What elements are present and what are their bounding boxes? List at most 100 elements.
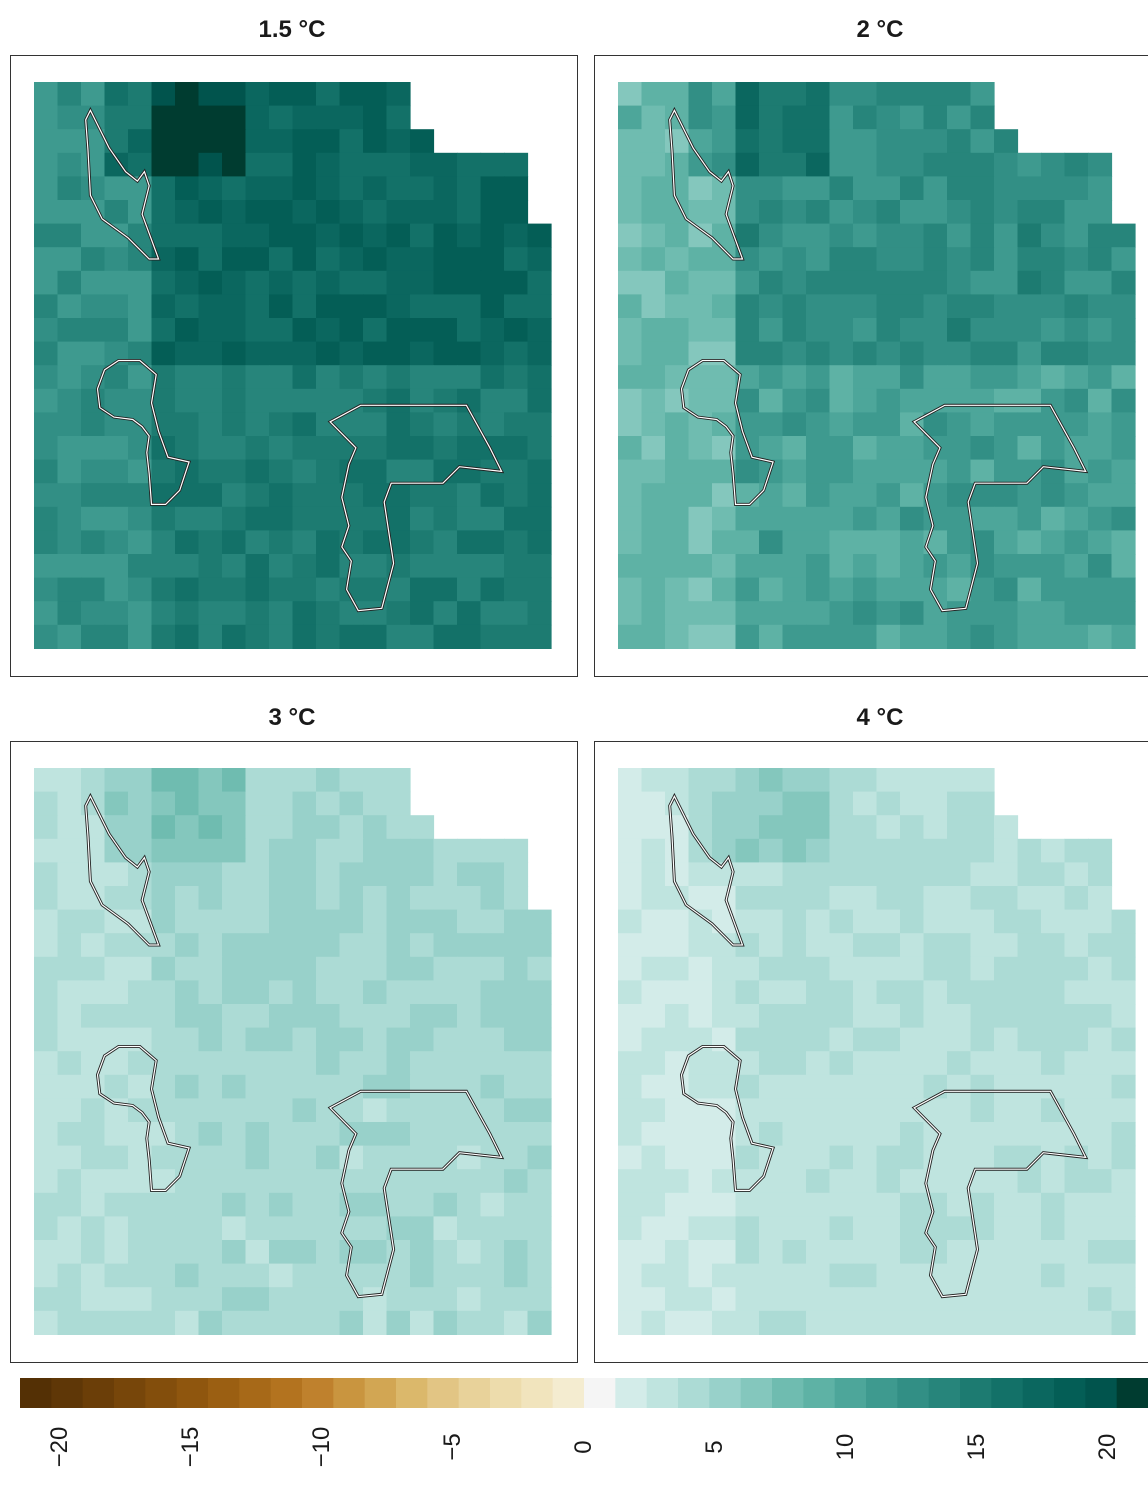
heatmap-cell bbox=[994, 294, 1019, 319]
heatmap-cell bbox=[151, 909, 176, 934]
heatmap-cell bbox=[806, 1074, 831, 1099]
heatmap-cell bbox=[480, 1098, 505, 1123]
heatmap-cell bbox=[128, 152, 153, 177]
heatmap-cell bbox=[688, 1122, 713, 1147]
heatmap-cell bbox=[947, 388, 972, 413]
heatmap-cell bbox=[480, 294, 505, 319]
heatmap-cell bbox=[151, 176, 176, 201]
heatmap-cell bbox=[618, 176, 643, 201]
heatmap-cell bbox=[829, 82, 854, 107]
heatmap-cell bbox=[1111, 365, 1136, 390]
heatmap-cell bbox=[386, 436, 411, 461]
heatmap-cell bbox=[1088, 601, 1113, 626]
heatmap-cell bbox=[269, 624, 294, 649]
heatmap-cell bbox=[104, 554, 129, 579]
heatmap-cell bbox=[923, 1004, 948, 1029]
heatmap-cell bbox=[104, 105, 129, 130]
heatmap-cell bbox=[806, 1310, 831, 1335]
heatmap-cell bbox=[829, 624, 854, 649]
heatmap-cell bbox=[292, 1051, 317, 1076]
colorbar-swatch bbox=[427, 1378, 460, 1408]
heatmap-cell bbox=[994, 129, 1019, 154]
heatmap-cell bbox=[1041, 601, 1066, 626]
heatmap-cell bbox=[923, 105, 948, 130]
heatmap-cell bbox=[782, 1004, 807, 1029]
heatmap-cell bbox=[198, 1122, 223, 1147]
heatmap-cell bbox=[34, 1310, 59, 1335]
heatmap-cell bbox=[504, 436, 529, 461]
heatmap-cell bbox=[1041, 1145, 1066, 1170]
heatmap-cell bbox=[759, 341, 784, 366]
heatmap-cell bbox=[665, 577, 690, 602]
heatmap-cell bbox=[994, 247, 1019, 272]
heatmap-cell bbox=[1064, 1169, 1089, 1194]
heatmap-cell bbox=[175, 815, 200, 840]
heatmap-cell bbox=[618, 1287, 643, 1312]
heatmap-cell bbox=[665, 318, 690, 343]
heatmap-cell bbox=[198, 577, 223, 602]
heatmap-cell bbox=[339, 862, 364, 887]
heatmap-cell bbox=[245, 980, 270, 1005]
heatmap-cell bbox=[665, 1240, 690, 1265]
heatmap-cell bbox=[81, 412, 106, 437]
heatmap-cell bbox=[994, 1169, 1019, 1194]
heatmap-cell bbox=[104, 1051, 129, 1076]
heatmap-cell bbox=[527, 1004, 552, 1029]
heatmap-cell bbox=[57, 791, 82, 816]
heatmap-cell bbox=[829, 1310, 854, 1335]
heatmap-cell bbox=[1088, 318, 1113, 343]
heatmap-cell bbox=[480, 341, 505, 366]
heatmap-cell bbox=[688, 1287, 713, 1312]
heatmap-cell bbox=[104, 388, 129, 413]
heatmap-cell bbox=[618, 1310, 643, 1335]
heatmap-cell bbox=[104, 294, 129, 319]
heatmap-cell bbox=[222, 980, 247, 1005]
heatmap-cell bbox=[1111, 223, 1136, 248]
heatmap-cell bbox=[363, 909, 388, 934]
heatmap-cell bbox=[292, 815, 317, 840]
heatmap-cell bbox=[269, 483, 294, 508]
heatmap-cell bbox=[688, 436, 713, 461]
heatmap-cell bbox=[245, 506, 270, 531]
heatmap-cell bbox=[457, 862, 482, 887]
heatmap-cell bbox=[1088, 365, 1113, 390]
colorbar-swatch bbox=[270, 1378, 303, 1408]
heatmap-cell bbox=[339, 294, 364, 319]
heatmap-cell bbox=[641, 815, 666, 840]
heatmap-cell bbox=[876, 1263, 901, 1288]
heatmap-cell bbox=[316, 1098, 341, 1123]
heatmap-cell bbox=[339, 791, 364, 816]
heatmap-cell bbox=[688, 768, 713, 793]
heatmap-cell bbox=[900, 1027, 925, 1052]
heatmap-cell bbox=[735, 1027, 760, 1052]
heatmap-cell bbox=[1041, 1216, 1066, 1241]
heatmap-cell bbox=[641, 459, 666, 484]
heatmap-cell bbox=[1111, 1240, 1136, 1265]
heatmap-cell bbox=[1017, 1287, 1042, 1312]
heatmap-cell bbox=[876, 459, 901, 484]
heatmap-cell bbox=[900, 1145, 925, 1170]
heatmap-cell bbox=[1088, 1098, 1113, 1123]
heatmap-cell bbox=[806, 483, 831, 508]
heatmap-cell bbox=[1064, 909, 1089, 934]
heatmap-cell bbox=[222, 412, 247, 437]
heatmap-cell bbox=[269, 200, 294, 225]
heatmap-cell bbox=[900, 1098, 925, 1123]
heatmap-cell bbox=[1017, 412, 1042, 437]
heatmap-cell bbox=[151, 554, 176, 579]
heatmap-cell bbox=[876, 1240, 901, 1265]
heatmap-cell bbox=[947, 459, 972, 484]
heatmap-cell bbox=[339, 956, 364, 981]
heatmap-cell bbox=[410, 838, 435, 863]
heatmap-cell bbox=[527, 318, 552, 343]
heatmap-cell bbox=[782, 1074, 807, 1099]
heatmap-cell bbox=[618, 1145, 643, 1170]
heatmap-cell bbox=[34, 1098, 59, 1123]
heatmap-cell bbox=[688, 601, 713, 626]
heatmap-cell bbox=[410, 1310, 435, 1335]
heatmap-cell bbox=[900, 577, 925, 602]
heatmap-cell bbox=[81, 1027, 106, 1052]
heatmap-cell bbox=[363, 82, 388, 107]
heatmap-cell bbox=[104, 791, 129, 816]
heatmap-cell bbox=[806, 1004, 831, 1029]
